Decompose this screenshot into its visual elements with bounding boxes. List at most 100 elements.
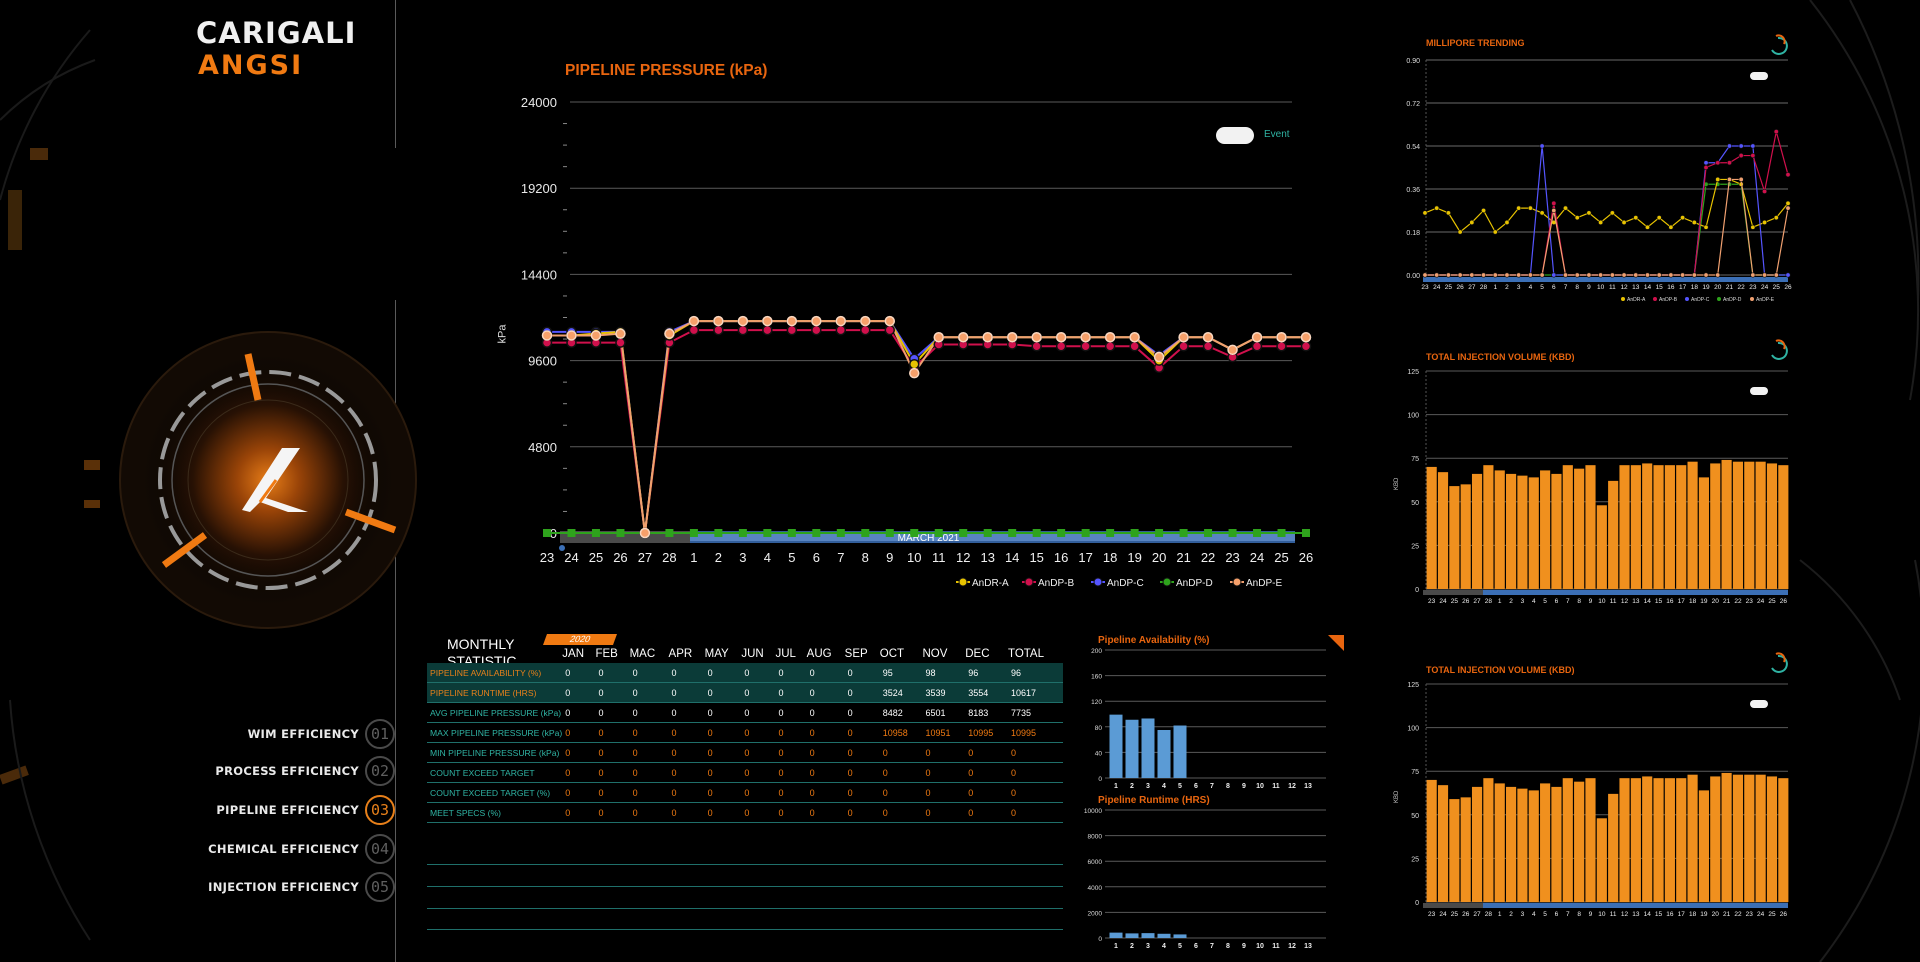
nav-item-number: 05	[365, 872, 395, 902]
x-tick-label: 18	[1689, 598, 1697, 605]
data-point	[1276, 340, 1287, 352]
table-cell: 0	[668, 802, 705, 823]
y-tick-label: 0.72	[1406, 101, 1420, 108]
x-tick-label: 6	[1555, 911, 1559, 918]
data-point	[885, 529, 894, 537]
table-cell: 0	[844, 782, 880, 803]
data-point	[786, 324, 798, 336]
x-tick-label: 7	[1564, 284, 1568, 291]
bar	[1630, 778, 1641, 902]
series-line	[1425, 131, 1789, 276]
data-point	[1178, 332, 1189, 343]
data-point	[615, 328, 626, 339]
legend-swatch	[1653, 297, 1657, 301]
table-cell: 0	[879, 762, 923, 783]
data-point	[543, 529, 551, 537]
y-tick-label: 24000	[521, 95, 557, 110]
refresh-icon	[1771, 654, 1788, 673]
x-tick-label: 5	[1543, 911, 1547, 918]
data-point	[1057, 529, 1066, 537]
table-cell: 96	[965, 663, 1008, 683]
data-point	[1726, 176, 1732, 182]
data-point	[688, 315, 700, 327]
table-cell: 0	[562, 802, 596, 823]
bar	[1109, 714, 1123, 778]
bar	[1585, 778, 1596, 902]
data-point	[1750, 153, 1756, 159]
bar	[1698, 790, 1709, 902]
x-tick-label: 16	[1666, 598, 1674, 605]
data-point	[1715, 160, 1721, 166]
x-tick-label: 4	[1529, 284, 1533, 291]
bar	[1619, 465, 1630, 589]
table-cell: 0	[595, 663, 630, 683]
data-point	[1609, 210, 1615, 216]
nav-item-process-efficiency[interactable]: PROCESS EFFICIENCY 02	[215, 756, 395, 786]
x-tick-label: 14	[1644, 911, 1652, 918]
data-point	[1445, 210, 1451, 216]
data-point	[1081, 529, 1090, 537]
nav-item-wim-efficiency[interactable]: WIM EFFICIENCY 01	[248, 719, 395, 749]
x-tick-label: 10	[907, 550, 921, 565]
data-point	[1621, 272, 1627, 278]
y-tick-label: 0	[1415, 900, 1419, 907]
x-tick-label: 16	[1667, 284, 1675, 291]
data-point	[1104, 340, 1116, 352]
nav-item-label: INJECTION EFFICIENCY	[208, 880, 359, 894]
x-tick-label: 11	[1272, 783, 1280, 790]
table-row: COUNT EXCEED TARGET (%) 0 0 0 0 0 0 0 0 0 0 0 0 0	[427, 782, 1063, 803]
nav-item-pipeline-efficiency[interactable]: PIPELINE EFFICIENCY 03	[216, 795, 395, 825]
x-tick-label: 13	[1632, 598, 1640, 605]
monthly-statistic-table: JAN FEB MAC APR MAY JUN JUL AUG SEP OCT NOV DEC TOTA…	[427, 640, 1063, 823]
bar	[1562, 465, 1573, 589]
x-tick-label: 14	[1644, 284, 1652, 291]
bar	[1721, 459, 1732, 589]
x-tick-label: 10	[1256, 943, 1264, 950]
data-point	[811, 315, 822, 327]
range-slider-mask	[1423, 590, 1483, 595]
data-point	[1251, 340, 1263, 352]
y-tick-label: 6000	[1088, 859, 1103, 866]
data-point	[639, 527, 651, 539]
y-tick-label: 19200	[521, 181, 557, 196]
table-cell: 0	[562, 702, 596, 723]
data-point	[1715, 176, 1721, 182]
event-toggle[interactable]	[1216, 127, 1254, 144]
x-tick-label: 26	[1780, 911, 1788, 918]
data-point	[713, 324, 724, 336]
bar	[1710, 776, 1721, 902]
series-line	[547, 320, 1306, 534]
table-cell: 0	[562, 682, 596, 703]
data-point	[713, 315, 724, 327]
right-decoration	[1799, 0, 1920, 962]
x-tick-label: 12	[1621, 911, 1629, 918]
nav-item-injection-efficiency[interactable]: INJECTION EFFICIENCY 05	[208, 872, 395, 902]
data-point	[1656, 272, 1662, 278]
nav-item-number: 03	[365, 795, 395, 825]
table-cell: 0	[668, 762, 705, 783]
left-decoration	[0, 29, 100, 941]
main-chart-title: PIPELINE PRESSURE (kPa)	[565, 62, 768, 79]
data-point	[1551, 208, 1557, 214]
nav-item-chemical-efficiency[interactable]: CHEMICAL EFFICIENCY 04	[208, 834, 395, 864]
data-point	[1516, 272, 1522, 278]
table-cell: 0	[741, 663, 776, 683]
x-tick-label: 20	[1152, 550, 1166, 565]
table-row: AVG PIPELINE PRESSURE (kPa) 0 0 0 0 0 0 0 0 0 8482…	[427, 702, 1063, 723]
bar	[1778, 778, 1789, 902]
divider-line	[395, 300, 396, 962]
column-header: DEC	[965, 648, 990, 660]
bar	[1755, 461, 1766, 589]
x-tick-label: 1	[1498, 911, 1502, 918]
range-label: MARCH 2021	[898, 533, 960, 544]
x-tick-label: 2	[1130, 783, 1134, 790]
legend-label: AnDP-E	[1756, 297, 1775, 303]
y-tick-label: 160	[1091, 674, 1102, 681]
data-point	[1703, 224, 1709, 230]
data-point	[1527, 272, 1533, 278]
data-point	[1551, 200, 1557, 206]
table-cell: 0	[562, 663, 596, 683]
series-line	[547, 320, 1306, 534]
bar	[1109, 932, 1123, 938]
data-point	[1457, 272, 1463, 278]
